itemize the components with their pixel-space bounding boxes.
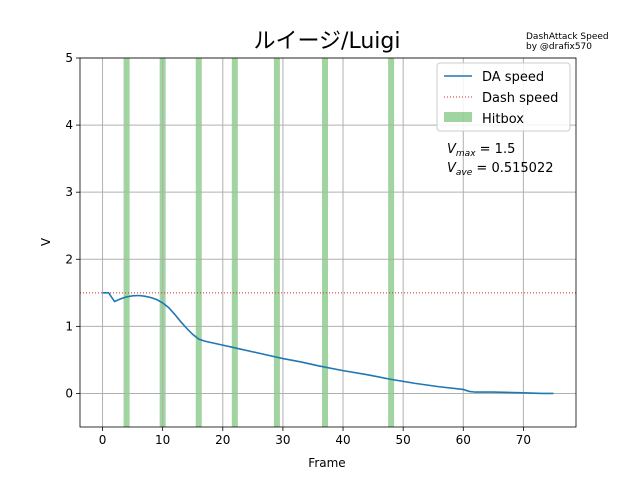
legend-box xyxy=(436,62,571,132)
x-tick-label-6: 60 xyxy=(456,433,471,447)
hitbox-span-0 xyxy=(123,58,130,427)
x-tick-label-1: 10 xyxy=(155,433,170,447)
hitbox-span-3 xyxy=(231,58,238,427)
plot-frame xyxy=(79,57,577,428)
vave-subscript: ave xyxy=(456,168,473,178)
vmax-subscript: max xyxy=(456,149,476,159)
y-tick-label-3: 3 xyxy=(65,185,73,199)
hitbox-span-4 xyxy=(273,58,280,427)
vmax-annotation: Vmax = 1.5 xyxy=(447,142,515,159)
legend-dash-speed-label: Dash speed xyxy=(482,91,558,106)
legend: DA speed Dash speed Hitbox xyxy=(436,62,571,132)
credit-line-2: by @drafix570 xyxy=(526,42,592,52)
legend-hitbox-swatch xyxy=(444,112,472,122)
x-tick-label-4: 40 xyxy=(335,433,350,447)
chart-title: ルイージ/Luigi xyxy=(254,29,401,54)
x-tick-label-5: 50 xyxy=(396,433,411,447)
vave-annotation: Vave = 0.515022 xyxy=(447,161,553,178)
y-tick-label-2: 2 xyxy=(65,252,73,266)
x-tick-label-2: 20 xyxy=(215,433,230,447)
x-tick-label-7: 70 xyxy=(516,433,531,447)
x-tick-label-0: 0 xyxy=(99,433,107,447)
hitbox-span-2 xyxy=(195,58,202,427)
y-tick-label-0: 0 xyxy=(65,386,73,400)
legend-da-speed-label: DA speed xyxy=(482,70,544,85)
x-axis-label: Frame xyxy=(308,456,345,470)
y-tick-label-5: 5 xyxy=(65,51,73,65)
y-tick-label-1: 1 xyxy=(65,319,73,333)
x-axis-ticks: 0 10 20 30 40 50 60 70 xyxy=(99,427,531,447)
vmax-symbol: V xyxy=(447,142,457,157)
hitbox-span-5 xyxy=(321,58,328,427)
legend-hitbox-label: Hitbox xyxy=(482,112,524,127)
y-tick-label-4: 4 xyxy=(65,118,73,132)
credit-line-1: DashAttack Speed xyxy=(526,32,609,42)
x-tick-label-3: 30 xyxy=(275,433,290,447)
da-speed-line xyxy=(102,292,554,395)
vmax-value: = 1.5 xyxy=(476,142,516,157)
vave-symbol: V xyxy=(447,161,457,176)
y-axis-label: V xyxy=(39,237,53,246)
y-axis-ticks: 0 1 2 3 4 5 xyxy=(65,51,80,400)
hitbox-span-6 xyxy=(388,58,395,427)
vave-value: = 0.515022 xyxy=(472,161,553,176)
